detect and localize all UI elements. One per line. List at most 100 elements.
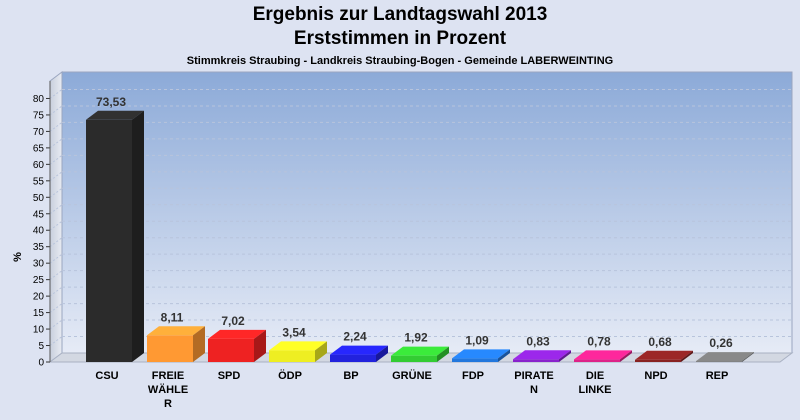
bar-top (269, 341, 327, 351)
bar-top (635, 350, 693, 360)
x-category-label: SPD (218, 370, 241, 382)
bar-die-linke (574, 350, 632, 362)
bar-front (635, 359, 681, 362)
bar-value-label: 73,53 (96, 95, 126, 109)
bar-top (208, 329, 266, 339)
bar-top (574, 350, 632, 360)
gridline-side (49, 187, 63, 198)
bar-spd (208, 329, 266, 362)
x-category-label: GRÜNE (392, 369, 432, 382)
gridline-side (49, 319, 63, 330)
bar-side (620, 350, 632, 362)
bar-grüne (391, 346, 449, 362)
bar-side (437, 346, 449, 362)
x-category-label: FREIE (152, 370, 184, 382)
bar-front (513, 359, 559, 362)
bar-value-label: 0,68 (648, 335, 672, 349)
y-axis-label: % (12, 252, 24, 262)
y-tick-label: 50 (33, 193, 45, 204)
gridline-side (49, 105, 63, 116)
bar-rep (696, 352, 754, 362)
bar-front (452, 358, 498, 362)
bar-front (147, 335, 193, 362)
plot-background (61, 71, 793, 354)
bar-side (681, 350, 693, 362)
y-tick-label: 60 (33, 160, 45, 171)
bar-front (86, 119, 132, 362)
y-tick-label: 30 (33, 259, 45, 270)
gridline-side (49, 220, 63, 231)
x-category-label: NPD (644, 370, 667, 382)
bar-side (559, 350, 571, 362)
bar-side (742, 352, 754, 362)
bar-front (269, 350, 315, 362)
chart-subtitle: Erststimmen in Prozent (293, 28, 507, 49)
bar-value-label: 0,78 (587, 334, 611, 348)
gridline-side (49, 122, 63, 132)
bar-value-label: 8,11 (161, 310, 184, 324)
chart-location-subtitle: Stimmkreis Straubing - Landkreis Straubi… (186, 55, 614, 67)
bar-top (452, 349, 510, 359)
bar-side (376, 345, 388, 362)
gridline-side (49, 336, 63, 346)
bar-value-label: 1,09 (465, 333, 489, 347)
bar-value-label: 2,24 (343, 330, 367, 344)
x-category-label: REP (706, 370, 729, 382)
chart-title: Ergebnis zur Landtagswahl 2013 (252, 4, 548, 25)
y-tick-label: 45 (33, 209, 45, 220)
gridline-side (49, 253, 63, 264)
x-category-label: R (164, 398, 172, 410)
bar-top (391, 346, 449, 356)
y-tick-label: 5 (38, 341, 44, 352)
bar-side (254, 329, 266, 362)
plot-left-wall (49, 71, 63, 363)
x-category-label: PIRATE (514, 370, 554, 382)
gridline-side (49, 138, 63, 149)
bar-value-label: 1,92 (404, 331, 428, 345)
bar-value-label: 3,54 (282, 325, 306, 339)
bar-front (696, 361, 742, 362)
y-tick-label: 70 (33, 127, 45, 138)
bar-side (498, 349, 510, 362)
bar-ödp (269, 341, 327, 362)
y-tick-label: 80 (33, 94, 45, 105)
bar-top (330, 345, 388, 355)
y-tick-label: 55 (33, 176, 45, 187)
y-tick-label: 35 (33, 242, 45, 253)
y-tick-label: 75 (33, 110, 45, 121)
bar-side (132, 110, 144, 362)
gridline-side (49, 286, 63, 297)
bar-value-label: 7,02 (221, 314, 245, 328)
x-category-label: ÖDP (278, 369, 302, 382)
bar-value-label: 0,26 (709, 336, 733, 350)
bar-side (193, 326, 205, 362)
gridline-side (49, 89, 63, 99)
bar-value-label: 0,83 (526, 334, 550, 348)
y-tick-label: 15 (33, 308, 45, 319)
y-tick-label: 65 (33, 143, 45, 154)
x-category-label: WÄHLE (148, 383, 188, 396)
bar-top (147, 326, 205, 336)
gridline-side (49, 237, 63, 248)
gridline-side (49, 270, 63, 281)
x-category-label: BP (343, 370, 358, 382)
bar-top (696, 352, 754, 362)
x-category-label: N (530, 384, 538, 396)
y-tick-label: 20 (33, 292, 45, 303)
bar-front (208, 338, 254, 362)
bar-top (86, 110, 144, 120)
x-category-label: CSU (95, 370, 118, 382)
bar-freie-wähler (147, 326, 205, 362)
gridline-side (49, 171, 63, 182)
bar-piraten (513, 350, 571, 362)
x-category-label: LINKE (579, 384, 612, 396)
y-tick-label: 40 (33, 226, 45, 237)
y-tick-label: 10 (33, 325, 45, 336)
bar-npd (635, 350, 693, 362)
bar-front (574, 359, 620, 362)
gridline-side (49, 204, 63, 215)
bar-side (315, 341, 327, 362)
bar-front (391, 355, 437, 362)
y-tick-label: 0 (38, 358, 44, 369)
